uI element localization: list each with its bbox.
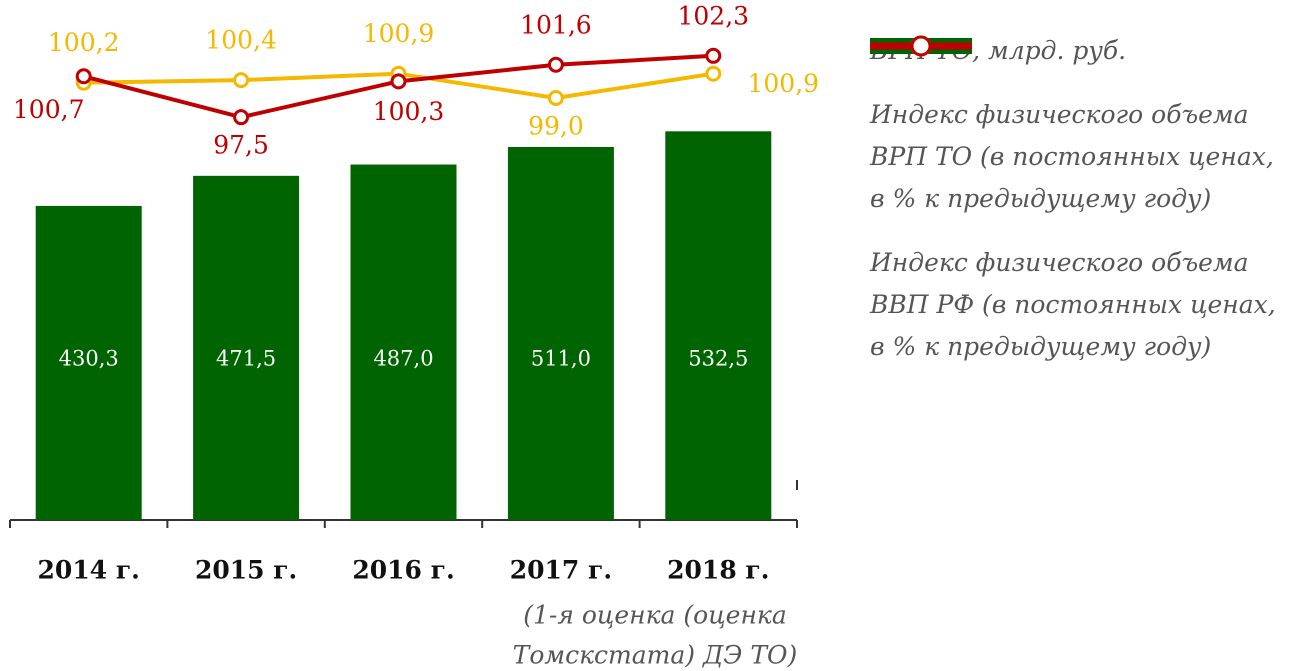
line-marker <box>233 72 250 89</box>
line-marker <box>705 65 722 82</box>
annotation: (1-я оценка (оценка <box>523 601 787 630</box>
bar <box>665 131 772 520</box>
chart: 2014 г. 2015 г. 2016 г. 2017 г. 2018 г. (1-я … <box>9 1 820 670</box>
line-label: 100,7 <box>13 95 85 124</box>
bar-label: 430,3 <box>59 347 119 371</box>
bar-label: 511,0 <box>531 347 591 371</box>
line-label: 100,9 <box>748 69 820 98</box>
line-label: 101,6 <box>520 10 592 39</box>
x-tick-label: 2018 г. <box>667 556 769 585</box>
x-tick-label: 2017 г. <box>510 556 612 585</box>
line-label: 100,4 <box>205 26 277 55</box>
bar <box>35 205 142 520</box>
legend-item: Индекс физического объема ВРП ТО (в пост… <box>870 35 1296 220</box>
line-marker <box>75 68 92 85</box>
line-marker <box>233 109 250 126</box>
bar <box>507 147 614 520</box>
line-label: 102,3 <box>678 1 750 30</box>
line-marker <box>547 56 564 73</box>
legend-item: Индекс физического объема ВВП РФ (в пост… <box>870 35 1296 368</box>
legend-key <box>870 35 972 57</box>
annotation: Томскстата) ДЭ ТО) <box>513 641 798 670</box>
line-label: 97,5 <box>213 131 269 160</box>
x-tick-label: 2014 г. <box>38 556 140 585</box>
legend-label: Индекс физического объема ВРП ТО (в пост… <box>870 100 1274 213</box>
x-tick-label: 2016 г. <box>352 556 454 585</box>
legend-marker <box>910 35 932 57</box>
line-marker <box>705 47 722 64</box>
bar <box>193 175 300 520</box>
legend: ВРП ТО, млрд. руб. Индекс физического объ… <box>870 30 1296 390</box>
legend-label: Индекс физического объема ВВП РФ (в пост… <box>870 248 1276 361</box>
line-marker <box>390 73 407 90</box>
bar <box>350 164 457 520</box>
line-label: 100,3 <box>373 97 445 126</box>
line-label: 100,9 <box>363 19 435 48</box>
bar-label: 487,0 <box>373 347 433 371</box>
line-label: 99,0 <box>528 112 584 141</box>
line-marker <box>547 90 564 107</box>
bar-label: 532,5 <box>688 347 748 371</box>
line-label: 100,2 <box>48 28 120 57</box>
bar-label: 471,5 <box>216 347 276 371</box>
x-tick-label: 2015 г. <box>195 556 297 585</box>
